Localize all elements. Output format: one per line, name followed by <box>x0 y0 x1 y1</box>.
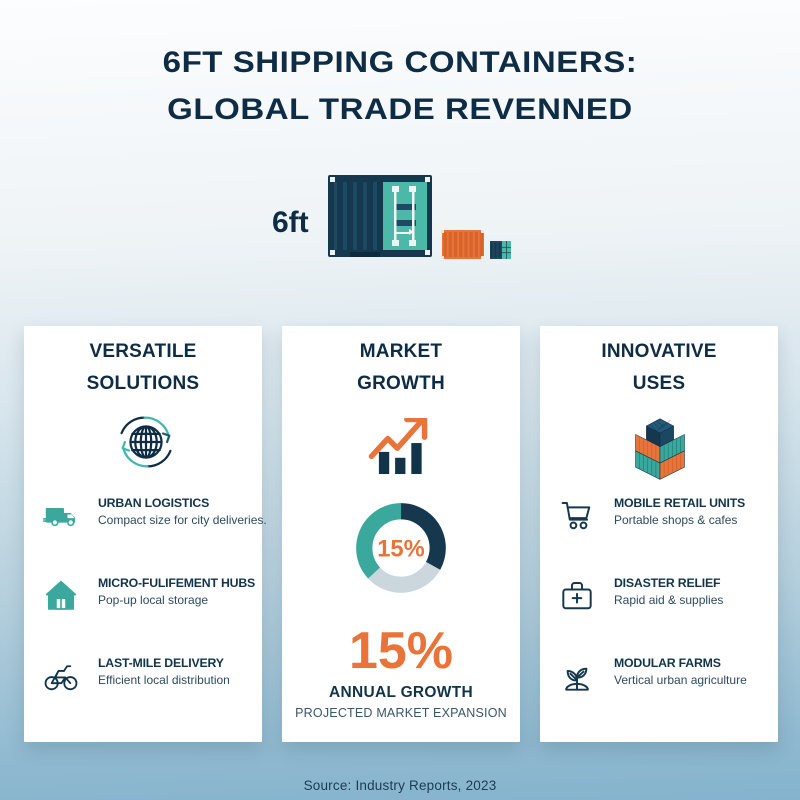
svg-text:15%: 15% <box>377 536 425 563</box>
